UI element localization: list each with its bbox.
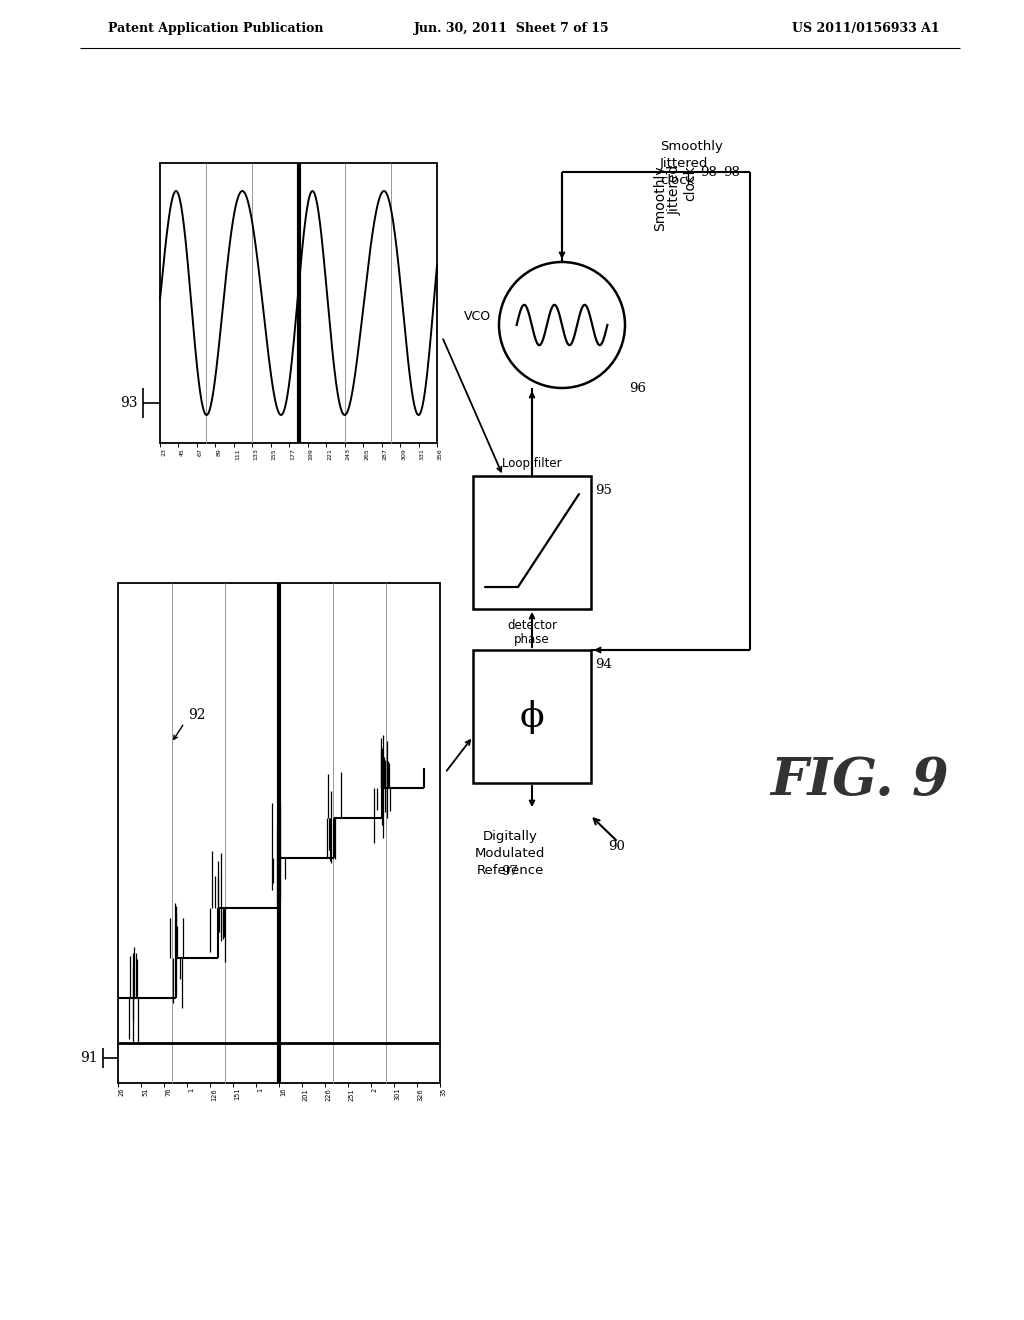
Text: 76: 76 <box>165 1088 171 1097</box>
Bar <box>160 162 437 444</box>
Text: Digitally
Modulated
Reference: Digitally Modulated Reference <box>475 830 545 876</box>
Text: 2: 2 <box>372 1088 378 1092</box>
Text: 51: 51 <box>142 1088 148 1097</box>
Text: 265: 265 <box>365 447 369 459</box>
Text: 67: 67 <box>198 447 203 455</box>
Text: clock: clock <box>683 165 697 201</box>
Text: Loop filter: Loop filter <box>502 457 562 470</box>
Text: 201: 201 <box>303 1088 309 1101</box>
Text: phase: phase <box>514 634 550 645</box>
Text: US 2011/0156933 A1: US 2011/0156933 A1 <box>793 22 940 36</box>
Text: 16: 16 <box>280 1088 286 1097</box>
Text: 226: 226 <box>326 1088 332 1101</box>
Text: ϕ: ϕ <box>520 700 545 734</box>
Text: 95: 95 <box>595 484 612 498</box>
Text: 177: 177 <box>290 447 295 459</box>
Text: 96: 96 <box>629 381 646 395</box>
Text: 92: 92 <box>188 708 206 722</box>
Text: 45: 45 <box>179 447 184 455</box>
Text: 326: 326 <box>418 1088 424 1101</box>
Text: 89: 89 <box>216 447 221 455</box>
Text: 331: 331 <box>420 447 425 459</box>
Text: 221: 221 <box>328 447 332 459</box>
Text: 309: 309 <box>401 447 407 459</box>
Text: FIG. 9: FIG. 9 <box>771 755 949 805</box>
Bar <box>118 583 440 1082</box>
Text: 35: 35 <box>441 1088 447 1097</box>
Text: Smoothly
Jittered
clock: Smoothly Jittered clock <box>660 140 723 187</box>
Text: VCO: VCO <box>464 310 490 323</box>
Bar <box>473 649 591 783</box>
Text: Jittered: Jittered <box>668 165 682 215</box>
Text: 98: 98 <box>723 165 740 178</box>
Text: 301: 301 <box>395 1088 401 1101</box>
Text: 243: 243 <box>346 447 350 459</box>
Text: 26: 26 <box>119 1088 125 1097</box>
Text: 356: 356 <box>438 447 443 459</box>
Text: 93: 93 <box>121 396 138 411</box>
Text: 151: 151 <box>234 1088 240 1101</box>
Text: 98: 98 <box>700 165 717 178</box>
Text: 91: 91 <box>80 1051 98 1065</box>
Text: 126: 126 <box>211 1088 217 1101</box>
Text: 90: 90 <box>608 841 625 854</box>
Text: 111: 111 <box>234 447 240 459</box>
Text: 1: 1 <box>188 1088 194 1092</box>
Bar <box>473 477 591 609</box>
Text: detector: detector <box>507 619 557 632</box>
Text: Smoothly: Smoothly <box>653 165 667 231</box>
Text: 97: 97 <box>502 865 518 878</box>
Text: 133: 133 <box>253 447 258 459</box>
Text: 1: 1 <box>257 1088 263 1092</box>
Text: 251: 251 <box>349 1088 355 1101</box>
Text: 23: 23 <box>161 447 166 455</box>
Text: Patent Application Publication: Patent Application Publication <box>108 22 324 36</box>
Text: 287: 287 <box>383 447 388 459</box>
Text: Jun. 30, 2011  Sheet 7 of 15: Jun. 30, 2011 Sheet 7 of 15 <box>414 22 610 36</box>
Text: 199: 199 <box>308 447 313 459</box>
Text: 155: 155 <box>271 447 276 459</box>
Text: 94: 94 <box>595 657 612 671</box>
